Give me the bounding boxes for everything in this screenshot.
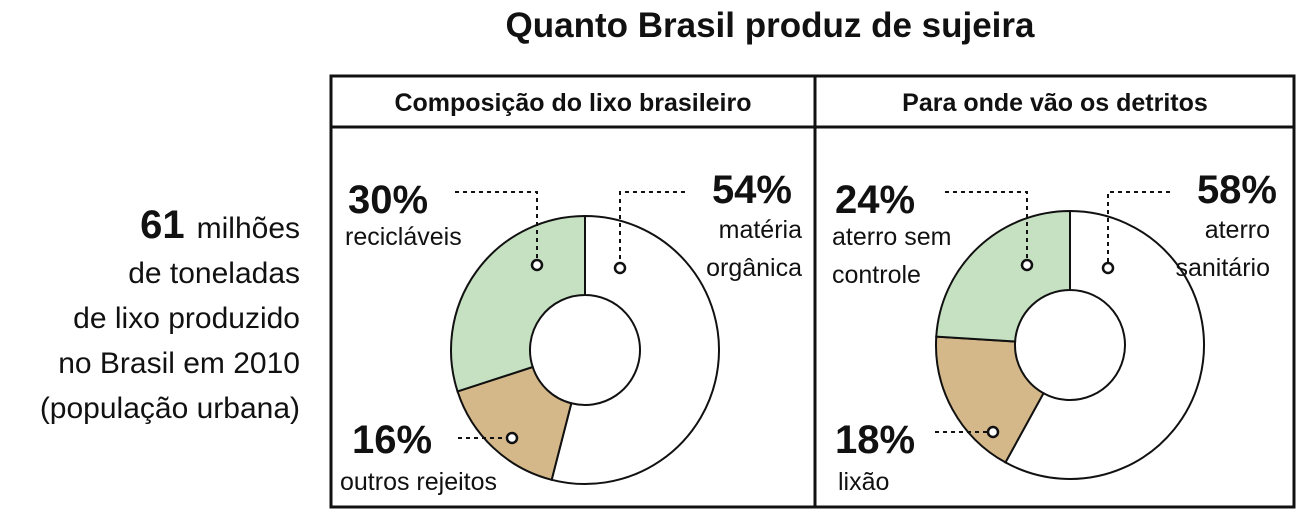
- leader-dot: [613, 261, 627, 275]
- leader-line: [1107, 191, 1170, 268]
- side-line: no Brasil em 2010: [58, 347, 300, 380]
- leader-dot: [530, 258, 544, 272]
- category-label: recicláveis: [345, 223, 462, 251]
- chart-title: Para onde vão os detritos: [902, 89, 1208, 117]
- leader-dot: [505, 431, 519, 445]
- chart-title: Composição do lixo brasileiro: [394, 89, 751, 117]
- title: Quanto Brasil produz de sujeira: [506, 6, 1036, 45]
- leader-line: [619, 191, 685, 268]
- frame: [329, 74, 1296, 509]
- side-line: de lixo produzido: [73, 302, 300, 335]
- donut-segment: [456, 365, 573, 482]
- donut-segment: [935, 335, 1045, 464]
- side-number: 61: [140, 203, 185, 247]
- category-label: matéria orgânica: [706, 216, 802, 282]
- value-label: 58%: [1197, 168, 1277, 212]
- donut-segment: [1004, 209, 1206, 480]
- donut-segment: [450, 214, 586, 393]
- leader-line: [455, 191, 538, 265]
- side-line: de toneladas: [128, 257, 300, 290]
- category-label: outros rejeitos: [340, 468, 497, 496]
- donut-segment: [550, 214, 720, 485]
- value-label: 54%: [712, 168, 792, 212]
- side-line: (população urbana): [40, 392, 300, 425]
- leader-dot: [1020, 258, 1034, 272]
- category-label: aterro sem controle: [832, 223, 951, 289]
- leader-line: [945, 191, 1028, 265]
- value-label: 24%: [835, 178, 915, 222]
- category-label: aterro sanitário: [1176, 216, 1271, 282]
- value-label: 18%: [835, 418, 915, 462]
- value-label: 16%: [352, 418, 432, 462]
- category-label: lixão: [838, 468, 889, 496]
- leader-dot: [986, 425, 1000, 439]
- value-label: 30%: [348, 178, 428, 222]
- donut-segment: [935, 209, 1071, 343]
- side-line: milhões: [197, 212, 300, 245]
- leader-dot: [1101, 261, 1115, 275]
- side-note: 61 milhões: [140, 203, 300, 247]
